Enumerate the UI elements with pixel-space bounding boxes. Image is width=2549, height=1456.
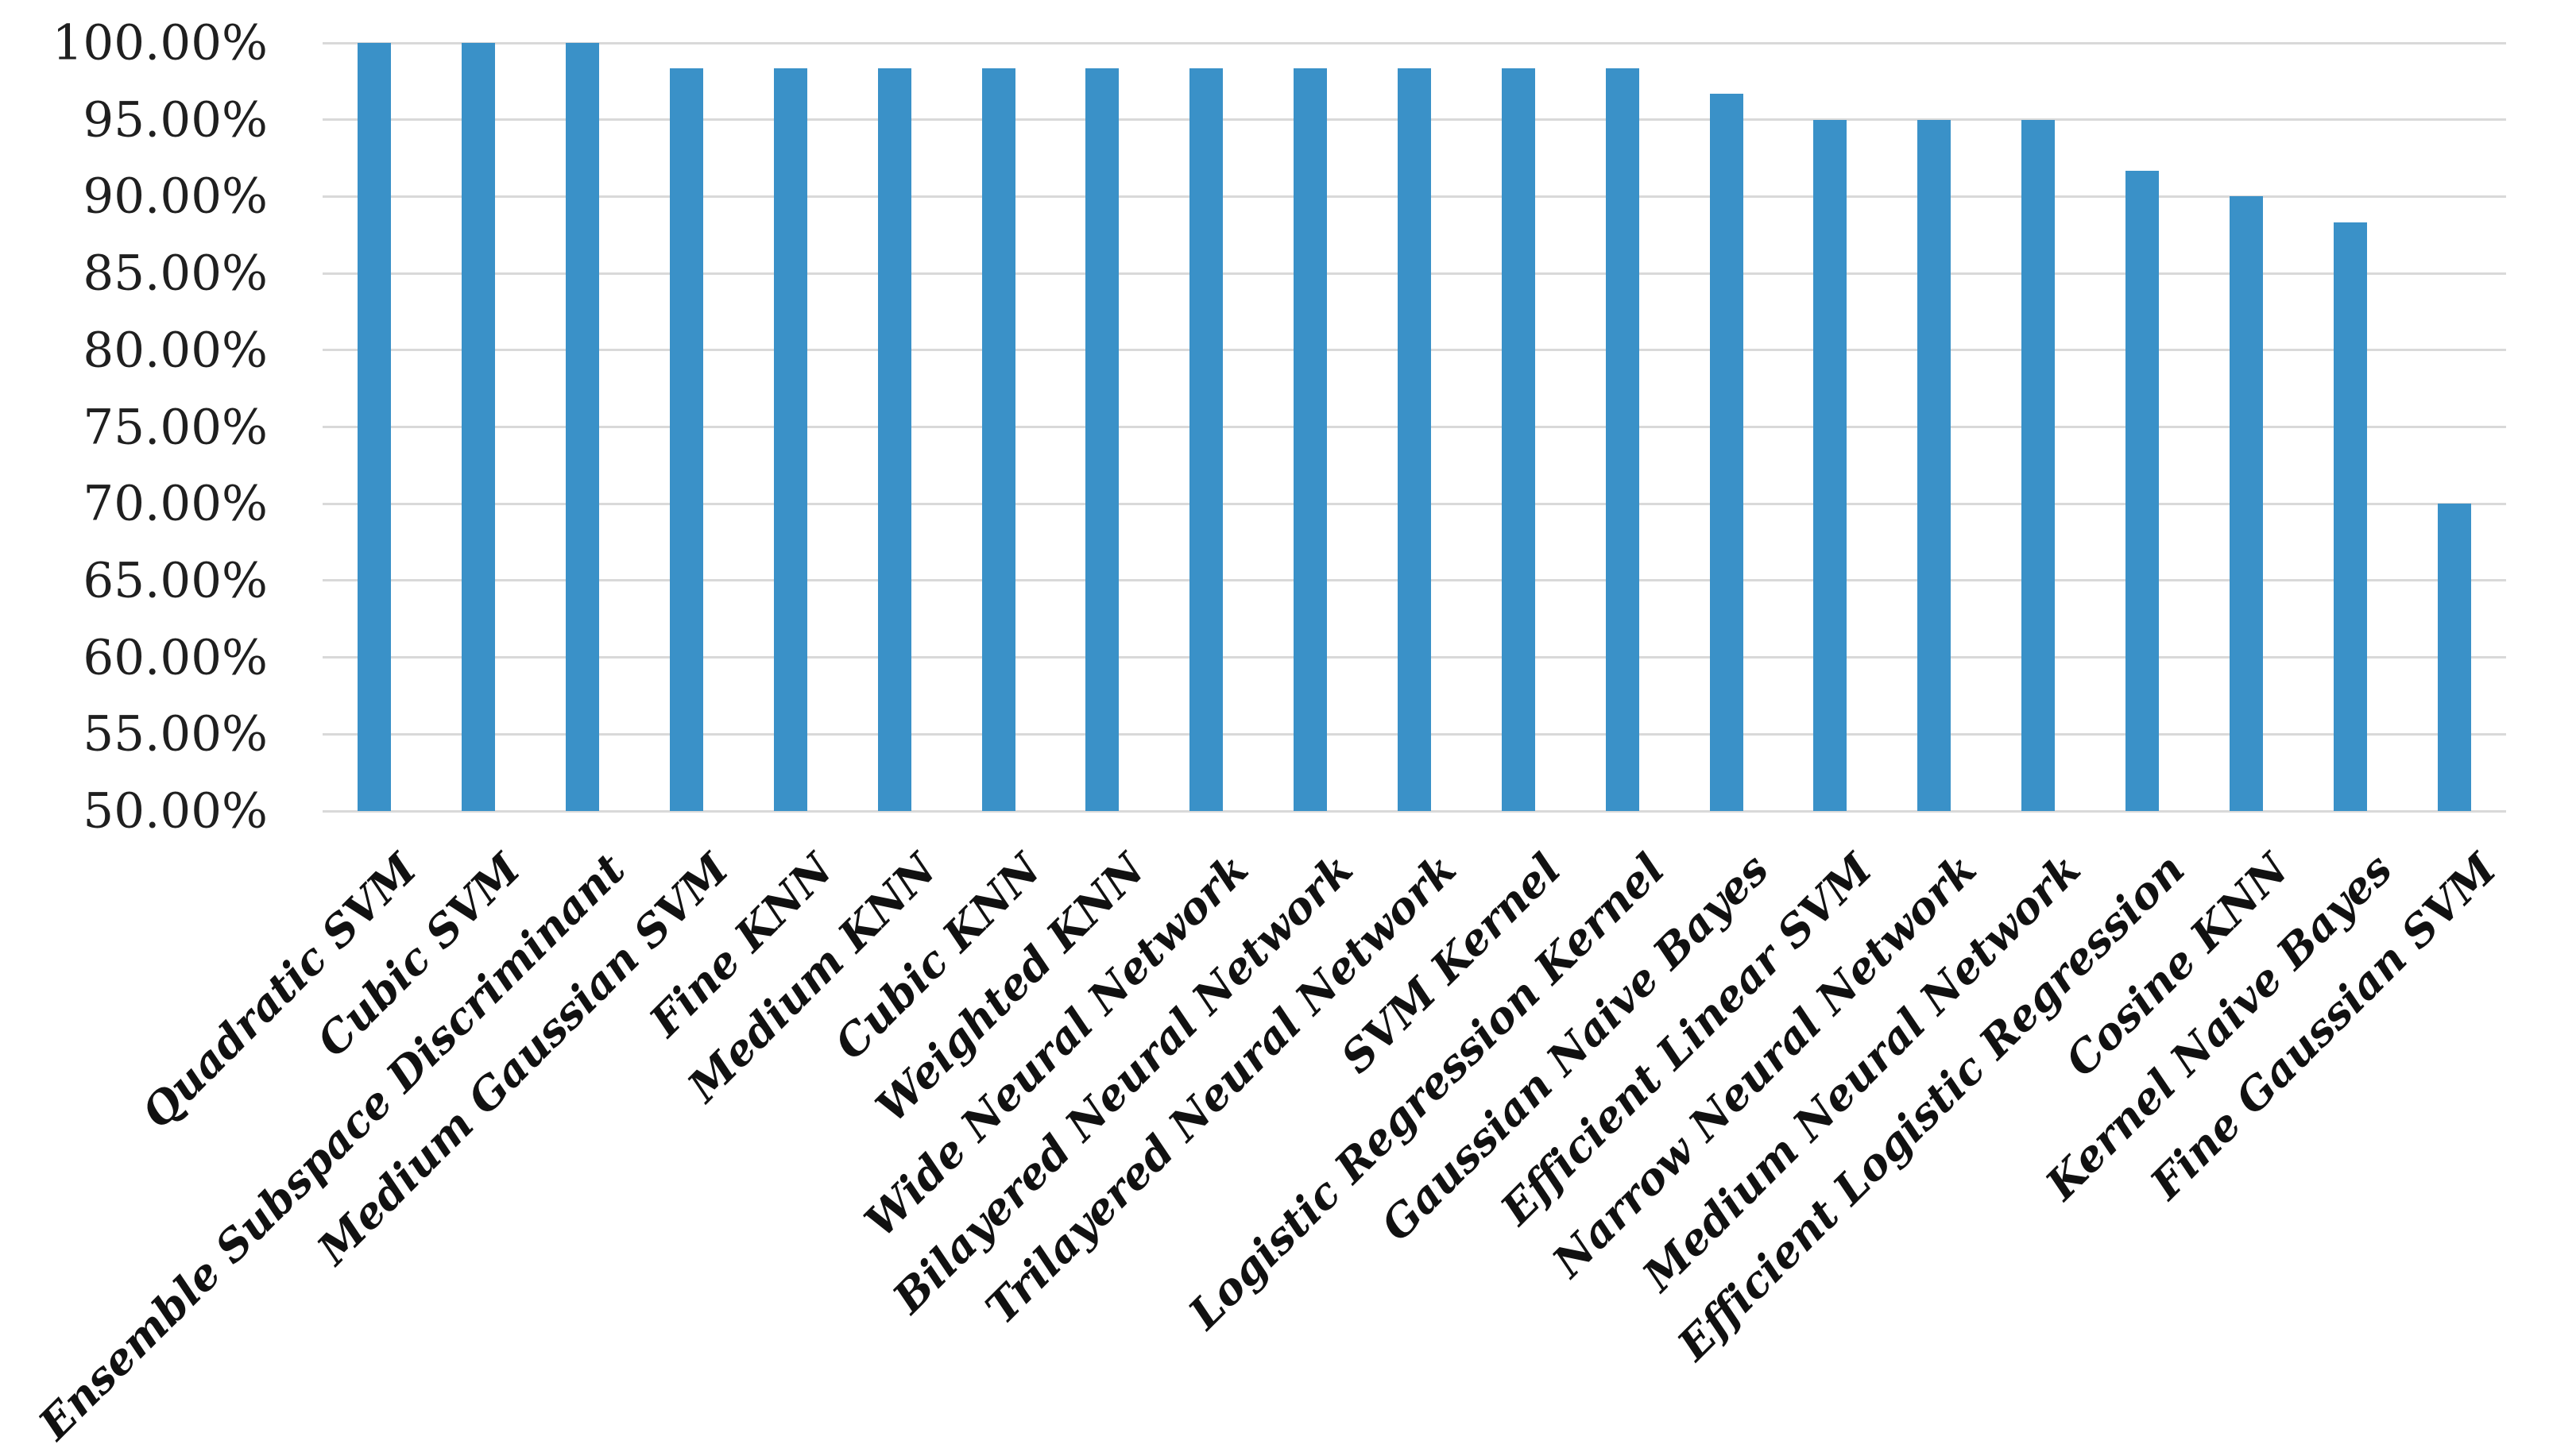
y-axis-tick-label-75: 75.00% bbox=[83, 399, 268, 455]
bar-quadratic-svm bbox=[358, 43, 392, 811]
bar-cubic-svm bbox=[462, 43, 496, 811]
bar-cubic-knn bbox=[981, 68, 1015, 811]
bar-wide-neural-network bbox=[1189, 68, 1224, 811]
bar-logistic-regression-kernel bbox=[1605, 68, 1639, 811]
y-axis-tick-label-50: 50.00% bbox=[83, 782, 268, 840]
y-axis-tick-label-65: 65.00% bbox=[83, 552, 268, 609]
y-axis-tick-label-55: 55.00% bbox=[83, 705, 268, 763]
gridline-100 bbox=[323, 41, 2506, 44]
bar-fine-gaussian-svm bbox=[2437, 504, 2471, 811]
y-axis-tick-label-85: 85.00% bbox=[83, 245, 268, 302]
bar-bilayered-neural-network bbox=[1294, 68, 1328, 811]
bar-svm-kernel bbox=[1501, 68, 1535, 811]
bar-weighted-knn bbox=[1085, 68, 1120, 811]
y-axis-tick-label-90: 90.00% bbox=[83, 168, 268, 225]
bar-medium-neural-network bbox=[2021, 119, 2056, 811]
bar-ensemble-subspace-discriminant bbox=[566, 43, 600, 811]
bar-gaussian-naive-bayes bbox=[1709, 94, 1743, 811]
bar-fine-knn bbox=[773, 68, 807, 811]
gridline-50 bbox=[323, 809, 2506, 813]
y-axis-tick-label-95: 95.00% bbox=[83, 91, 268, 149]
y-axis-tick-label-60: 60.00% bbox=[83, 629, 268, 686]
y-axis-tick-label-100: 100.00% bbox=[52, 14, 268, 71]
bar-kernel-naive-bayes bbox=[2333, 222, 2367, 811]
bar-narrow-neural-network bbox=[1917, 119, 1951, 811]
y-axis-tick-label-80: 80.00% bbox=[83, 322, 268, 379]
bar-efficient-logistic-regression bbox=[2125, 171, 2159, 811]
bar-medium-knn bbox=[877, 68, 911, 811]
bar-cosine-knn bbox=[2229, 196, 2263, 811]
bar-medium-gaussian-svm bbox=[670, 68, 703, 811]
y-axis-tick-label-70: 70.00% bbox=[83, 475, 268, 532]
bar-trilayered-neural-network bbox=[1398, 68, 1431, 811]
bar-efficient-linear-svm bbox=[1813, 119, 1847, 811]
